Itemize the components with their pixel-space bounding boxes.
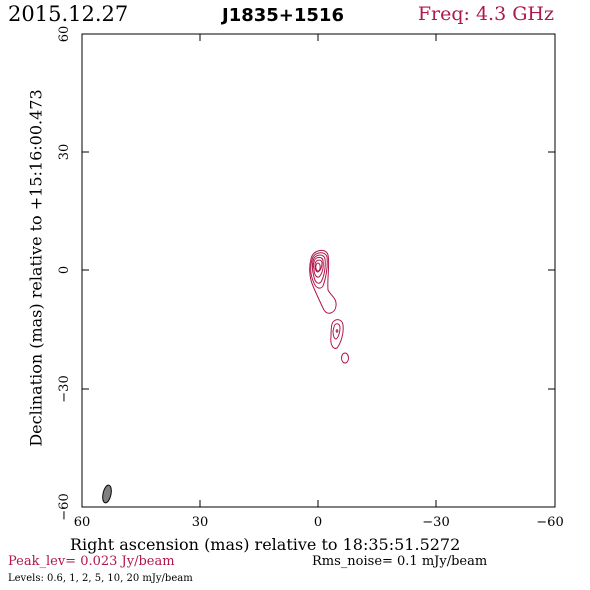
x-tick-label: −30 [422,515,449,530]
source-name: J1835+1516 [222,5,344,26]
knot-contours [330,319,344,349]
y-tick-label: −30 [57,375,72,402]
x-tick-label: 0 [314,515,322,530]
outer-blob-contour [341,352,349,364]
contour-levels: Levels: 0.6, 1, 2, 5, 10, 20 mJy/beam [8,573,193,584]
peak-level: Peak_lev= 0.023 Jy/beam [8,554,175,569]
x-tick-label: 60 [74,515,91,530]
y-tick-label: 30 [57,144,72,161]
core-contours [309,249,337,314]
beam-ellipse [102,484,112,504]
rms-noise: Rms_noise= 0.1 mJy/beam [312,554,488,569]
x-axis-label: Right ascension (mas) relative to 18:35:… [70,535,461,554]
y-axis-label: Declination (mas) relative to +15:16:00.… [26,89,46,447]
frequency-label: Freq: 4.3 GHz [417,3,554,25]
observation-date: 2015.12.27 [8,2,129,26]
x-tick-label: −60 [536,515,563,530]
y-tick-label: 0 [57,266,72,274]
y-tick-label: 60 [57,26,72,43]
y-tick-label: −60 [57,493,72,520]
axis-ticks [81,33,556,508]
x-tick-label: 30 [192,515,209,530]
